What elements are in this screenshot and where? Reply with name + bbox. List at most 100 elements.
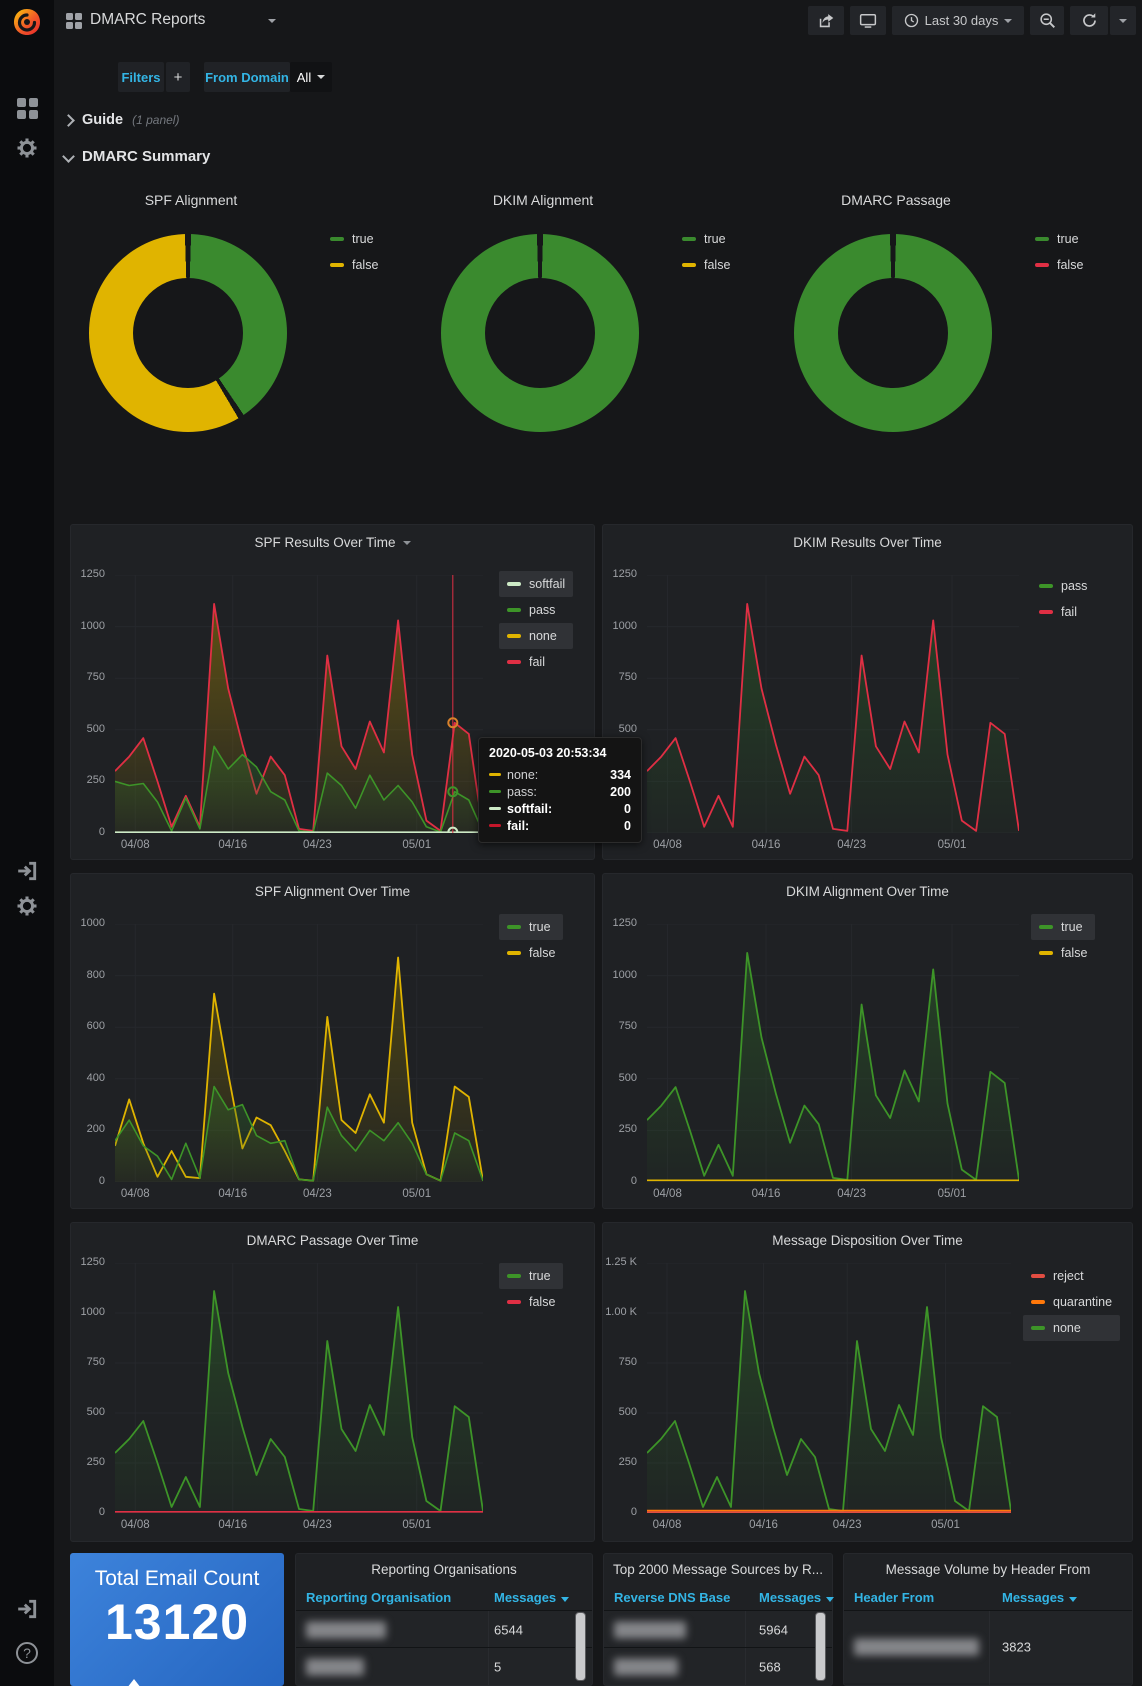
- donut-chart[interactable]: [441, 234, 639, 432]
- legend-item-true[interactable]: true: [499, 914, 564, 940]
- legend-item-false[interactable]: false: [322, 252, 386, 278]
- add-filter-button[interactable]: +: [166, 62, 190, 92]
- dmarc-summary-row[interactable]: DMARC Summary: [62, 148, 210, 165]
- legend-swatch: [507, 582, 521, 586]
- table-row[interactable]: 568: [604, 1647, 832, 1685]
- column-header-messages[interactable]: Messages: [759, 1590, 835, 1605]
- legend-item-none[interactable]: none: [499, 623, 574, 649]
- panel-title[interactable]: DKIM Alignment: [492, 192, 594, 208]
- tooltip-series-swatch: [489, 790, 501, 793]
- from-domain-select[interactable]: All: [290, 62, 332, 92]
- legend-item-false[interactable]: false: [674, 252, 738, 278]
- settings-gear-icon-2[interactable]: [0, 894, 54, 918]
- table-scrollbar[interactable]: [575, 1612, 586, 1681]
- panel-title[interactable]: DMARC Passage: [841, 192, 951, 208]
- legend-item-none[interactable]: none: [1023, 1315, 1121, 1341]
- sign-in-icon[interactable]: [0, 860, 54, 882]
- legend-item-pass[interactable]: pass: [499, 597, 573, 623]
- legend-swatch: [1031, 1300, 1045, 1304]
- legend-item-false[interactable]: false: [499, 940, 563, 966]
- y-axis-tick: 1250: [612, 917, 637, 929]
- filters-label[interactable]: Filters: [118, 62, 164, 92]
- column-header-messages[interactable]: Messages: [494, 1590, 570, 1605]
- chart-plot-area[interactable]: [647, 1263, 1011, 1513]
- guide-row[interactable]: Guide (1 panel): [62, 112, 180, 128]
- panel-title[interactable]: Message Volume by Header From: [885, 1562, 1091, 1577]
- column-header-reporting-organisation[interactable]: Reporting Organisation: [306, 1590, 452, 1605]
- title-dropdown-caret-icon[interactable]: [268, 19, 276, 23]
- panel-title[interactable]: SPF Results Over Time: [71, 535, 594, 550]
- legend-item-softfail[interactable]: softfail: [499, 571, 574, 597]
- messages-cell: 6544: [494, 1622, 523, 1637]
- dashboards-icon[interactable]: [0, 98, 54, 119]
- legend-item-false[interactable]: false: [499, 1289, 563, 1315]
- hover-point-marker: [447, 786, 459, 798]
- column-header-header-from[interactable]: Header From: [854, 1590, 935, 1605]
- chart-plot-area[interactable]: [115, 924, 483, 1182]
- legend-swatch: [1031, 1274, 1045, 1278]
- panel-title[interactable]: SPF Alignment: [144, 192, 238, 208]
- column-divider: [989, 1610, 990, 1685]
- legend-item-true[interactable]: true: [499, 1263, 564, 1289]
- donut-hole: [838, 278, 948, 388]
- column-header-reverse-dns-base[interactable]: Reverse DNS Base: [614, 1590, 731, 1605]
- settings-gear-icon[interactable]: [0, 136, 54, 160]
- table-row[interactable]: 5964: [604, 1610, 832, 1648]
- panel-title[interactable]: SPF Alignment Over Time: [254, 884, 411, 899]
- dmarc-passage-over-time-panel: DMARC Passage Over Time 0 250 500 750 1000 125…: [70, 1222, 595, 1542]
- legend-item-reject[interactable]: reject: [1023, 1263, 1120, 1289]
- chart-plot-area[interactable]: [647, 575, 1019, 833]
- tooltip-series-label: fail:: [507, 818, 530, 833]
- messages-cell: 3823: [1002, 1639, 1031, 1655]
- chart-legend: reject quarantine none: [1023, 1263, 1121, 1341]
- help-icon[interactable]: ?: [0, 1642, 54, 1664]
- chevron-down-icon: [62, 150, 75, 163]
- grafana-logo-icon[interactable]: [0, 6, 54, 38]
- legend-item-false[interactable]: false: [1031, 940, 1095, 966]
- table-scrollbar[interactable]: [815, 1612, 826, 1681]
- legend-item-false[interactable]: false: [1027, 252, 1091, 278]
- chart-plot-area[interactable]: [115, 575, 483, 833]
- panel-title[interactable]: DKIM Alignment Over Time: [786, 884, 949, 899]
- table-row[interactable]: 3823: [844, 1610, 1132, 1683]
- panel-title[interactable]: Message Disposition Over Time: [772, 1233, 963, 1248]
- legend-swatch: [507, 660, 521, 664]
- table-row[interactable]: 6544: [296, 1610, 592, 1648]
- legend-item-true[interactable]: true: [1031, 914, 1096, 940]
- dashboard-title[interactable]: DMARC Reports: [90, 11, 206, 28]
- tv-mode-button[interactable]: [850, 6, 886, 35]
- panel-title[interactable]: Top 2000 Message Sources by R...: [612, 1562, 824, 1577]
- series-line-false: [115, 956, 483, 1182]
- chart-plot-area[interactable]: [647, 924, 1019, 1182]
- panel-title[interactable]: DMARC Passage Over Time: [246, 1233, 419, 1248]
- legend-item-pass[interactable]: pass: [1031, 573, 1095, 599]
- dkim-alignment-panel: DKIM Alignment true false: [422, 182, 774, 510]
- donut-chart[interactable]: [794, 234, 992, 432]
- table-row[interactable]: 5: [296, 1647, 592, 1685]
- y-axis-tick: 1000: [612, 968, 637, 981]
- legend-item-quarantine[interactable]: quarantine: [1023, 1289, 1120, 1315]
- panel-title[interactable]: DKIM Results Over Time: [793, 535, 942, 550]
- legend-item-true[interactable]: true: [322, 226, 386, 252]
- zoom-out-button[interactable]: [1030, 6, 1064, 35]
- share-button[interactable]: [808, 6, 844, 35]
- legend-swatch: [1035, 263, 1049, 267]
- tooltip-series-label: softfail:: [507, 801, 553, 816]
- column-header-messages[interactable]: Messages: [1002, 1590, 1078, 1605]
- guide-row-panel-count: (1 panel): [132, 113, 180, 127]
- legend-item-true[interactable]: true: [674, 226, 738, 252]
- panel-title[interactable]: Reporting Organisations: [371, 1562, 517, 1577]
- legend-item-fail[interactable]: fail: [499, 649, 573, 675]
- donut-chart[interactable]: [89, 234, 287, 432]
- sign-in-icon-2[interactable]: [0, 1598, 54, 1620]
- legend-item-true[interactable]: true: [1027, 226, 1091, 252]
- legend-label: false: [704, 258, 731, 272]
- refresh-button[interactable]: [1070, 6, 1108, 35]
- y-axis-tick: 1.25 K: [605, 1256, 637, 1268]
- time-range-picker[interactable]: Last 30 days: [892, 6, 1024, 35]
- chart-plot-area[interactable]: [115, 1263, 483, 1513]
- series-area-true: [115, 1086, 483, 1182]
- top-message-sources-panel: Top 2000 Message Sources by R... Reverse …: [603, 1553, 835, 1686]
- legend-item-fail[interactable]: fail: [1031, 599, 1095, 625]
- refresh-interval-dropdown[interactable]: [1110, 6, 1136, 35]
